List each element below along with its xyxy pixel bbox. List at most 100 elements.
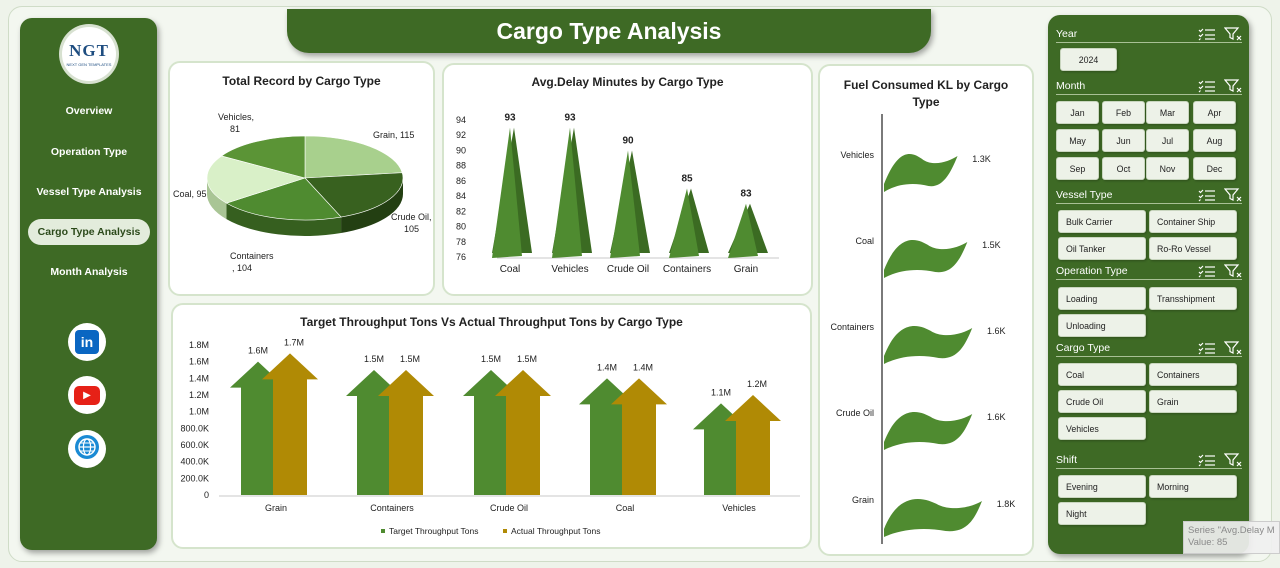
filter-chip-morning[interactable]: Morning	[1149, 475, 1237, 498]
delay-cone-grain[interactable]	[728, 203, 758, 258]
fuel-flag-coal[interactable]	[884, 240, 968, 278]
delay-data-label: 85	[681, 174, 693, 185]
fuel-chart-title: Fuel Consumed KL by Cargo Type	[843, 78, 1009, 109]
pie-slice-vehicles[interactable]	[220, 135, 306, 179]
target-arrow-grain[interactable]	[230, 361, 286, 495]
filter-panel: Year 2024 Month Jan Feb Mar Apr May Jun Jul Aug Sep…	[1048, 15, 1249, 554]
filter-chip-container-ship[interactable]: Container Ship	[1149, 210, 1237, 233]
throughput-chart-title: Target Throughput Tons Vs Actual Through…	[300, 315, 683, 329]
filter-chip-nov[interactable]: Nov	[1146, 157, 1189, 180]
filter-chip-night[interactable]: Night	[1058, 502, 1146, 525]
multi-select-icon[interactable]	[1198, 453, 1216, 467]
nav-item-overview[interactable]: Overview	[65, 105, 113, 117]
target-arrow-crude-oil[interactable]	[463, 370, 519, 495]
filter-title: Shift	[1056, 453, 1078, 466]
target-data-label: 1.5M	[364, 354, 384, 364]
clear-filter-icon[interactable]	[1224, 452, 1242, 467]
filter-chip-oct[interactable]: Oct	[1102, 157, 1145, 180]
filter-chip-jul[interactable]: Jul	[1146, 129, 1189, 152]
filter-title: Operation Type	[1056, 264, 1128, 277]
filter-chip-dec[interactable]: Dec	[1193, 157, 1236, 180]
youtube-icon: ▶	[74, 385, 100, 405]
actual-arrow-crude-oil[interactable]	[495, 370, 551, 495]
actual-arrow-vehicles[interactable]	[725, 395, 781, 495]
globe-link[interactable]	[68, 430, 106, 468]
throughput-y-tick: 1.4M	[189, 373, 209, 383]
delay-y-tick: 78	[456, 237, 466, 247]
filter-chip-oil-tanker[interactable]: Oil Tanker	[1058, 237, 1146, 260]
target-arrow-coal[interactable]	[579, 378, 635, 495]
delay-data-label: 83	[740, 189, 752, 200]
filter-chip-crude-oil[interactable]: Crude Oil	[1058, 390, 1146, 413]
fuel-flag-containers[interactable]	[884, 326, 973, 364]
pie-slice-coal[interactable]	[206, 155, 307, 204]
filter-chip-bulk-carrier[interactable]: Bulk Carrier	[1058, 210, 1146, 233]
target-arrow-vehicles[interactable]	[693, 403, 749, 495]
filter-title: Month	[1056, 79, 1086, 92]
delay-y-tick: 90	[456, 145, 466, 155]
delay-cone-coal[interactable]	[492, 127, 522, 258]
filter-chip-aug[interactable]: Aug	[1193, 129, 1236, 152]
filter-chip-may[interactable]: May	[1056, 129, 1099, 152]
filter-title: Cargo Type	[1056, 341, 1111, 354]
multi-select-icon[interactable]	[1198, 79, 1216, 93]
filter-chip-vehicles[interactable]: Vehicles	[1058, 417, 1146, 440]
linkedin-icon: in	[75, 330, 99, 354]
youtube-link[interactable]: ▶	[68, 376, 106, 414]
actual-arrow-grain[interactable]	[262, 353, 318, 495]
filter-chip-mar[interactable]: Mar	[1146, 101, 1189, 124]
filter-chip-containers[interactable]: Containers	[1149, 363, 1237, 386]
clear-filter-icon[interactable]	[1224, 263, 1242, 278]
delay-x-label: Coal	[500, 264, 521, 275]
multi-select-icon[interactable]	[1198, 341, 1216, 355]
actual-data-label: 1.2M	[747, 379, 767, 389]
linkedin-link[interactable]: in	[68, 323, 106, 361]
pie-chart-title: Total Record by Cargo Type	[222, 74, 381, 88]
nav-item-vessel-type-analysis[interactable]: Vessel Type Analysis	[36, 186, 142, 198]
filter-chip-feb[interactable]: Feb	[1102, 101, 1145, 124]
pie-label: , 104	[232, 263, 252, 273]
filter-chip-jan[interactable]: Jan	[1056, 101, 1099, 124]
filter-chip-grain[interactable]: Grain	[1149, 390, 1237, 413]
filter-chip-coal[interactable]: Coal	[1058, 363, 1146, 386]
filter-chip-ro-ro-vessel[interactable]: Ro-Ro Vessel	[1149, 237, 1237, 260]
pie-slice-side[interactable]	[341, 178, 403, 234]
pie-slice-containers[interactable]	[225, 177, 342, 221]
nav-item-cargo-type-analysis[interactable]: Cargo Type Analysis	[28, 219, 150, 245]
fuel-flag-crude-oil[interactable]	[884, 412, 973, 450]
nav-item-operation-type[interactable]: Operation Type	[50, 146, 128, 158]
delay-data-label: 93	[564, 113, 576, 124]
delay-cone-containers[interactable]	[669, 188, 699, 259]
target-arrow-containers[interactable]	[346, 370, 402, 495]
nav-item-month-analysis[interactable]: Month Analysis	[50, 266, 128, 278]
pie-slice-crude-oil[interactable]	[304, 172, 404, 218]
delay-cone-vehicles[interactable]	[552, 127, 582, 258]
clear-filter-icon[interactable]	[1224, 187, 1242, 202]
multi-select-icon[interactable]	[1198, 188, 1216, 202]
clear-filter-icon[interactable]	[1224, 78, 1242, 93]
clear-filter-icon[interactable]	[1224, 26, 1242, 41]
throughput-y-tick: 0	[204, 490, 209, 500]
filter-chip-2024[interactable]: 2024	[1060, 48, 1117, 71]
delay-cone-crude-oil[interactable]	[610, 150, 640, 258]
pie-slice-side[interactable]	[226, 203, 342, 236]
actual-arrow-coal[interactable]	[611, 378, 667, 495]
actual-arrow-containers[interactable]	[378, 370, 434, 495]
fuel-flag-vehicles[interactable]	[884, 154, 958, 192]
throughput-x-label: Coal	[616, 503, 635, 513]
filter-chip-unloading[interactable]: Unloading	[1058, 314, 1146, 337]
clear-filter-icon[interactable]	[1224, 340, 1242, 355]
filter-chip-transshipment[interactable]: Transshipment	[1149, 287, 1237, 310]
filter-chip-sep[interactable]: Sep	[1056, 157, 1099, 180]
filter-chip-apr[interactable]: Apr	[1193, 101, 1236, 124]
fuel-flag-grain[interactable]	[884, 499, 982, 537]
logo-mark: NGT	[69, 41, 109, 60]
filter-chip-jun[interactable]: Jun	[1102, 129, 1145, 152]
filter-chip-loading[interactable]: Loading	[1058, 287, 1146, 310]
multi-select-icon[interactable]	[1198, 27, 1216, 41]
pie-slice-side[interactable]	[207, 178, 227, 220]
delay-x-label: Grain	[734, 264, 758, 275]
filter-chip-evening[interactable]: Evening	[1058, 475, 1146, 498]
multi-select-icon[interactable]	[1198, 264, 1216, 278]
pie-slice-grain[interactable]	[304, 135, 403, 179]
